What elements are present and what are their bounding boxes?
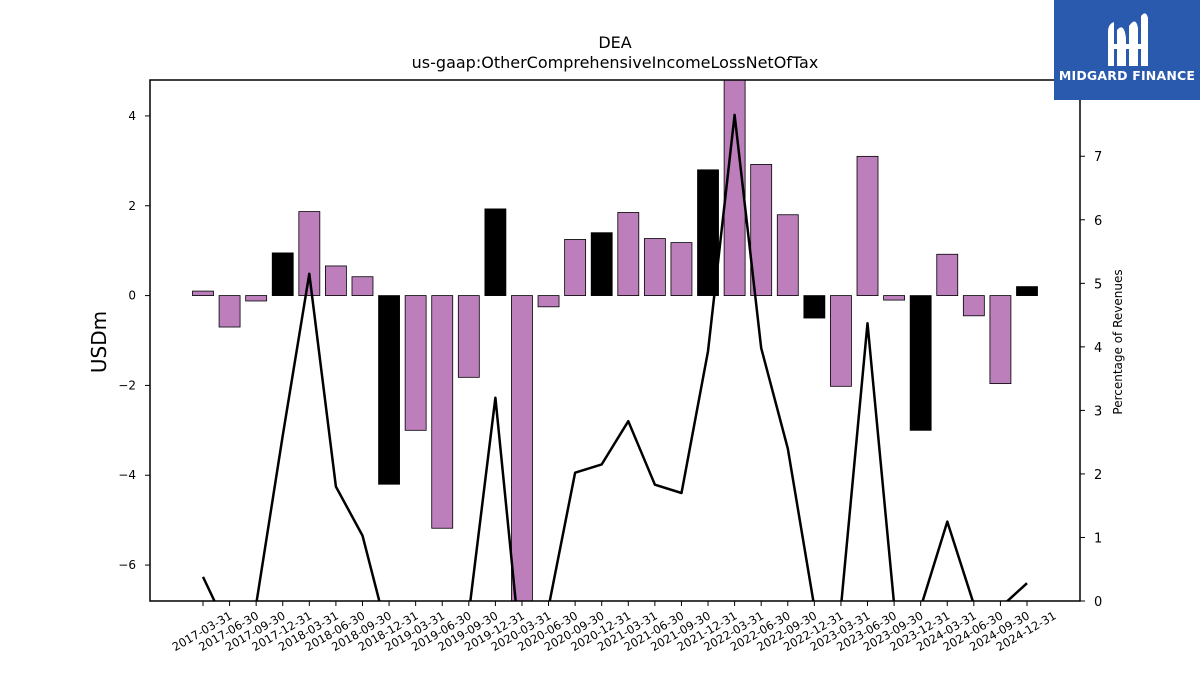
- bar: [989, 295, 1012, 385]
- bar: [776, 214, 799, 296]
- bar: [617, 212, 640, 296]
- logo-text: MIDGARD FINANCE: [1058, 68, 1196, 83]
- y-tick-label: 0: [128, 289, 136, 303]
- bar: [564, 239, 587, 296]
- y2-tick-label: 5: [1094, 277, 1102, 292]
- bar: [803, 295, 826, 319]
- y-axis-label: USDm: [87, 311, 111, 373]
- bar: [351, 276, 374, 296]
- bar: [192, 290, 214, 296]
- bar: [457, 295, 480, 378]
- bar: [325, 265, 347, 296]
- bar: [936, 253, 959, 296]
- y2-tick-label: 3: [1094, 404, 1102, 419]
- y2-tick-label: 7: [1094, 150, 1102, 165]
- y2-tick-label: 4: [1094, 341, 1102, 356]
- bar: [750, 164, 773, 296]
- y2-tick-label: 1: [1094, 531, 1102, 546]
- y2-tick-label: 0: [1094, 595, 1102, 610]
- midgard-finance-logo: MIDGARD FINANCE: [1054, 0, 1200, 100]
- bar: [404, 295, 427, 431]
- bar: [218, 295, 241, 328]
- bar: [883, 295, 905, 301]
- bar: [245, 295, 268, 302]
- bar: [298, 211, 321, 296]
- bar: [484, 208, 507, 296]
- percentage-line: [201, 113, 1028, 601]
- y2-axis-label: Percentage of Revenues: [1111, 269, 1125, 414]
- bar: [511, 295, 533, 601]
- bar: [271, 252, 294, 296]
- y-tick-label: −4: [118, 468, 136, 482]
- bar: [537, 295, 560, 308]
- y-tick-label: 2: [128, 199, 136, 213]
- y2-tick-label: 6: [1094, 214, 1102, 229]
- y-tick-label: 4: [128, 109, 136, 123]
- plot-frame: [149, 79, 1081, 602]
- chart-title: DEA: [598, 33, 631, 52]
- y2-tick-label: 2: [1094, 468, 1102, 483]
- bar: [909, 295, 932, 431]
- bar: [1016, 286, 1038, 296]
- bar: [723, 80, 746, 296]
- bar: [830, 295, 852, 387]
- bar: [590, 232, 613, 296]
- chart-subtitle: us-gaap:OtherComprehensiveIncomeLossNetO…: [412, 53, 819, 72]
- y-tick-label: −2: [118, 378, 136, 392]
- bar: [856, 155, 879, 296]
- bar: [670, 242, 693, 296]
- bar: [431, 295, 454, 529]
- y-tick-label: −6: [118, 558, 136, 572]
- bar: [378, 295, 400, 485]
- bar: [697, 169, 719, 296]
- bar: [962, 295, 985, 317]
- midgard-logo-icon: [1108, 13, 1148, 67]
- bar: [643, 238, 666, 296]
